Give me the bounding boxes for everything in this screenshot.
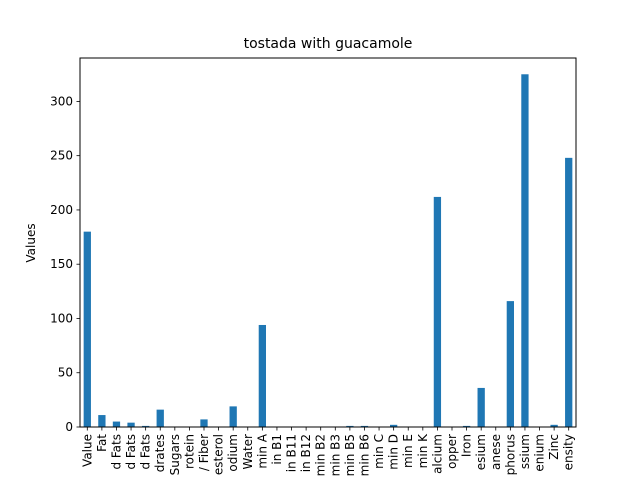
y-tick-label-3: 150: [50, 257, 73, 271]
bar-2: [112, 421, 121, 427]
x-tick-label-0: Value: [80, 434, 94, 467]
bar-8: [200, 419, 208, 427]
x-tick-label-14: in B11: [285, 434, 299, 472]
chart-title: tostada with guacamole: [244, 36, 413, 52]
bar-21: [390, 424, 398, 427]
bar-3: [127, 422, 135, 427]
x-tick-label-19: min B6: [357, 434, 371, 476]
x-tick-label-3: d Fats: [124, 434, 138, 470]
bar-4: [142, 425, 150, 427]
x-tick-label-29: phorus: [503, 434, 517, 475]
bar-18: [346, 425, 354, 427]
bar-10: [229, 406, 237, 427]
x-tick-label-4: d Fats: [139, 434, 153, 470]
x-tick-label-8: / Fiber: [197, 434, 211, 471]
x-tick-label-12: min A: [255, 433, 269, 468]
x-tick-label-26: Iron: [460, 434, 474, 457]
y-tick-label-0: 0: [65, 420, 73, 434]
x-tick-label-13: in B1: [270, 434, 284, 465]
bar-33: [565, 157, 573, 427]
x-tick-label-31: enium: [533, 434, 547, 472]
x-tick-label-33: ensity: [562, 434, 576, 470]
y-tick-label-1: 50: [58, 366, 73, 380]
bar-27: [477, 387, 485, 427]
bar-12: [258, 324, 266, 427]
x-tick-label-10: odium: [226, 434, 240, 472]
x-tick-label-30: ssium: [518, 434, 532, 469]
x-tick-label-7: rotein: [182, 434, 196, 469]
y-tick-label-2: 100: [50, 311, 73, 325]
x-tick-label-6: Sugars: [168, 434, 182, 475]
y-axis-label: Values: [24, 223, 38, 262]
x-tick-label-27: esium: [474, 434, 488, 470]
bar-29: [506, 301, 514, 427]
x-tick-label-11: Water: [241, 434, 255, 470]
x-tick-label-28: anese: [489, 434, 503, 470]
x-tick-label-16: min B2: [314, 434, 328, 476]
bar-32: [550, 424, 558, 427]
y-tick-label-5: 250: [50, 149, 73, 163]
x-tick-label-32: Zinc: [547, 434, 561, 460]
bar-1: [98, 415, 106, 427]
x-tick-label-23: min K: [416, 433, 430, 468]
bar-26: [462, 425, 471, 427]
x-tick-label-24: alcium: [430, 434, 444, 474]
x-tick-label-25: opper: [445, 434, 459, 469]
x-tick-label-2: d Fats: [109, 434, 123, 470]
x-tick-label-9: esterol: [212, 434, 226, 475]
x-tick-label-17: min B3: [328, 434, 342, 476]
y-tick-label-4: 200: [50, 203, 73, 217]
bar-19: [360, 425, 369, 427]
bar-30: [521, 74, 529, 427]
x-tick-label-15: in B12: [299, 434, 313, 472]
x-tick-label-22: min E: [401, 434, 415, 468]
x-tick-label-20: min C: [372, 434, 386, 469]
x-tick-label-18: min B5: [343, 434, 357, 476]
y-tick-label-6: 300: [50, 94, 73, 108]
bar-24: [433, 196, 442, 427]
x-tick-label-21: min D: [387, 434, 401, 470]
x-tick-label-5: drates: [153, 434, 167, 472]
bar-5: [156, 409, 164, 427]
plot-frame: [79, 57, 577, 428]
x-tick-label-1: Fat: [95, 434, 109, 452]
bar-0: [83, 231, 91, 427]
